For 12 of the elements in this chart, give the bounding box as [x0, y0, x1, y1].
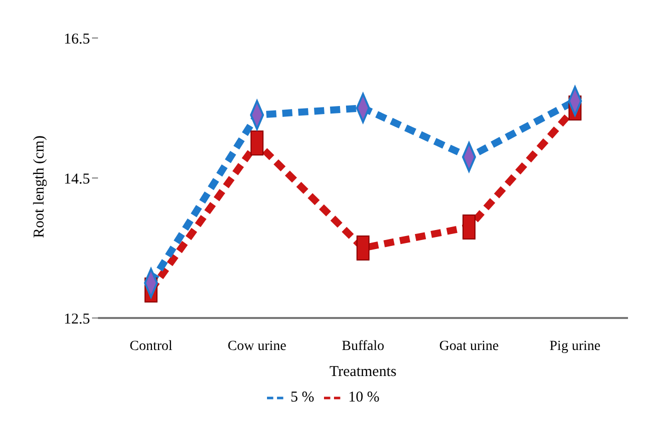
x-tick-label: Cow urine	[228, 338, 286, 354]
y-tick-label: 14.5	[64, 171, 90, 188]
legend-label: 10 %	[348, 389, 380, 406]
x-tick-label: Pig urine	[550, 338, 600, 354]
x-tick-label: Buffalo	[342, 338, 384, 354]
x-tick-label: Control	[130, 338, 172, 354]
y-axis-title: Root length (cm)	[31, 136, 48, 238]
legend-label: 5 %	[290, 389, 314, 406]
y-tick-label: 16.5	[64, 31, 90, 48]
x-tick-label: Goat urine	[439, 338, 499, 354]
x-axis-title: Treatments	[330, 364, 397, 380]
y-tick-label: 12.5	[64, 311, 90, 328]
